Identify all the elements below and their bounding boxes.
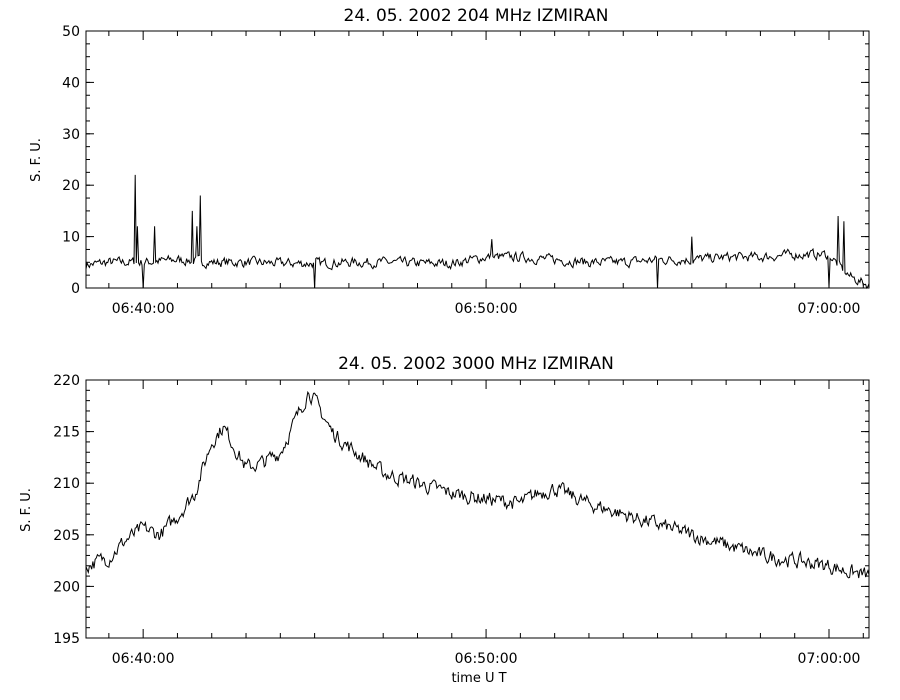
chart-title-3000mhz: 24. 05. 2002 3000 MHz IZMIRAN <box>338 354 614 374</box>
y-axis-label-204mhz: S. F. U. <box>29 138 44 182</box>
plot-frame-3000mhz <box>85 379 870 639</box>
x-axis-label-3000mhz: time U T <box>451 671 506 686</box>
panel-3000mhz: 24. 05. 2002 3000 MHz IZMIRAN S. F. U. 1… <box>19 354 870 686</box>
x-tick-label-204mhz: 06:40:00 <box>112 301 175 317</box>
y-tick-label-204mhz: 0 <box>71 281 80 297</box>
ticks-3000mhz: 195 200 205 210 215 220 06:40:00 06:50:00 07:00:… <box>53 373 869 667</box>
y-tick-label-204mhz: 10 <box>62 230 80 246</box>
y-tick-label-3000mhz: 210 <box>53 476 80 492</box>
flux-series-3000mhz <box>85 390 870 579</box>
x-tick-label-3000mhz: 06:50:00 <box>455 651 518 667</box>
flux-series-204mhz <box>85 174 870 290</box>
panel-204mhz: 24. 05. 2002 204 MHz IZMIRAN S. F. U. 0 1… <box>29 6 870 317</box>
y-axis-label-3000mhz: S. F. U. <box>19 488 34 532</box>
y-tick-label-204mhz: 50 <box>62 24 80 40</box>
y-tick-label-204mhz: 40 <box>62 75 80 91</box>
y-tick-label-204mhz: 20 <box>62 178 80 194</box>
x-tick-label-3000mhz: 07:00:00 <box>798 651 861 667</box>
y-tick-label-204mhz: 30 <box>62 127 80 143</box>
y-tick-label-3000mhz: 220 <box>53 373 80 389</box>
ticks-204mhz: 0 10 20 30 40 50 06:40:00 06:50:00 07:00:00 <box>62 24 869 317</box>
x-tick-label-204mhz: 07:00:00 <box>798 301 861 317</box>
y-tick-label-3000mhz: 205 <box>53 528 80 544</box>
plot-frame-204mhz <box>85 30 870 289</box>
y-tick-label-3000mhz: 215 <box>53 425 80 441</box>
x-tick-label-3000mhz: 06:40:00 <box>112 651 175 667</box>
x-tick-label-204mhz: 06:50:00 <box>455 301 518 317</box>
y-tick-label-3000mhz: 200 <box>53 579 80 595</box>
chart-title-204mhz: 24. 05. 2002 204 MHz IZMIRAN <box>344 6 609 26</box>
y-tick-label-3000mhz: 195 <box>53 631 80 647</box>
